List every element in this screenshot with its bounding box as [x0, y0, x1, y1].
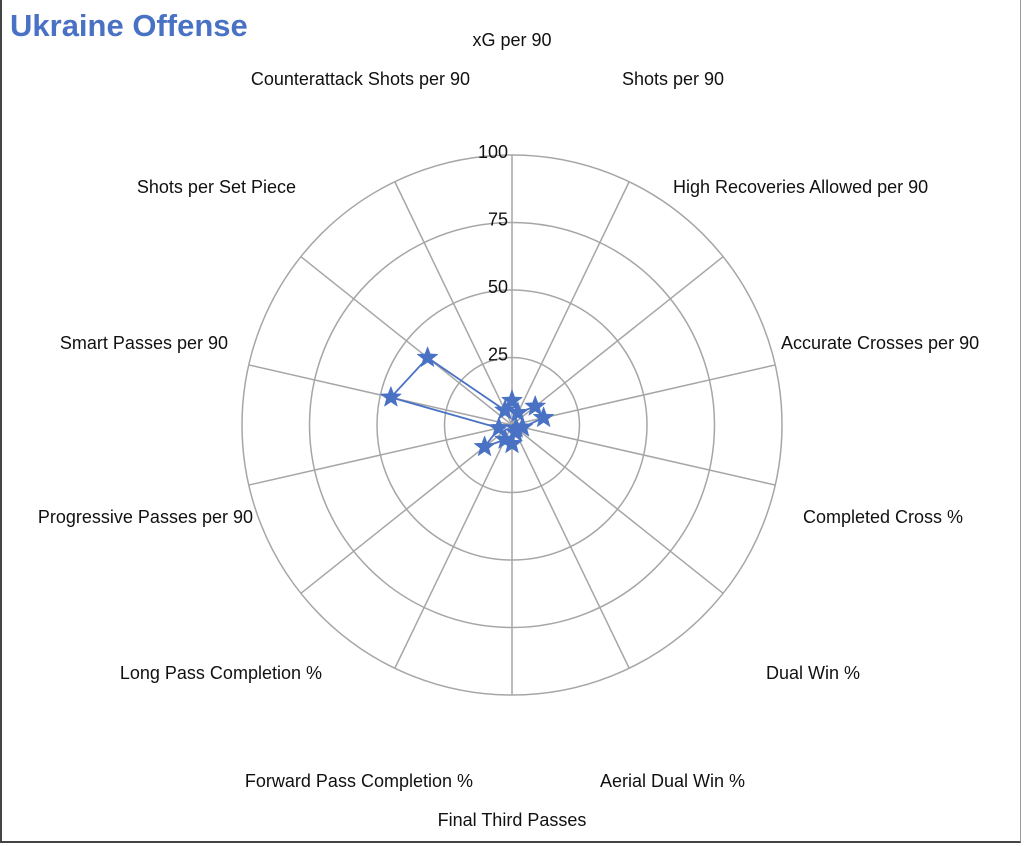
category-label: Accurate Crosses per 90: [781, 333, 979, 353]
grid-spoke: [511, 424, 630, 669]
grid-spoke: [511, 424, 724, 594]
category-label: Completed Cross %: [803, 507, 963, 527]
series-point: [487, 416, 510, 438]
series-point: [473, 435, 496, 457]
chart-title: Ukraine Offense: [10, 8, 248, 43]
series-point: [500, 388, 524, 411]
tick-label: 75: [488, 210, 508, 230]
grid-spoke: [394, 424, 513, 669]
tick-label: 100: [478, 142, 508, 162]
category-label: High Recoveries Allowed per 90: [673, 177, 928, 197]
category-label: Forward Pass Completion %: [245, 771, 473, 791]
category-label: Smart Passes per 90: [60, 333, 228, 353]
grid-spoke: [511, 256, 724, 426]
grid-spoke: [300, 256, 513, 426]
category-label: Aerial Dual Win %: [600, 771, 745, 791]
series-point: [524, 394, 547, 416]
category-label: Final Third Passes: [438, 810, 587, 830]
tick-label: 50: [488, 277, 508, 297]
series-point: [493, 427, 517, 450]
grid-spoke: [394, 181, 513, 426]
series-point: [416, 345, 439, 368]
grid-spoke: [511, 424, 776, 486]
grid-spoke: [248, 424, 513, 486]
category-label: Shots per 90: [622, 69, 724, 89]
category-label: Long Pass Completion %: [120, 663, 322, 683]
grid-spoke: [248, 364, 513, 426]
grid-spoke: [511, 181, 630, 426]
radar-series: [379, 345, 555, 457]
grid-spoke: [300, 424, 513, 594]
category-label: Shots per Set Piece: [137, 177, 296, 197]
category-label: Counterattack Shots per 90: [251, 69, 470, 89]
tick-label: 25: [488, 345, 508, 365]
series-point: [493, 398, 517, 420]
series-point: [504, 420, 527, 442]
category-label: Dual Win %: [766, 663, 860, 683]
radar-grid: [241, 154, 783, 696]
series-point: [532, 406, 555, 428]
category-label: Progressive Passes per 90: [38, 507, 253, 527]
radar-category-labels: xG per 90 Shots per 90 High Recoveries All…: [38, 30, 979, 830]
grid-spoke: [511, 364, 776, 426]
category-label: xG per 90: [472, 30, 551, 50]
series-point: [379, 385, 403, 407]
radar-tick-labels: 25 50 75 100: [478, 142, 508, 365]
